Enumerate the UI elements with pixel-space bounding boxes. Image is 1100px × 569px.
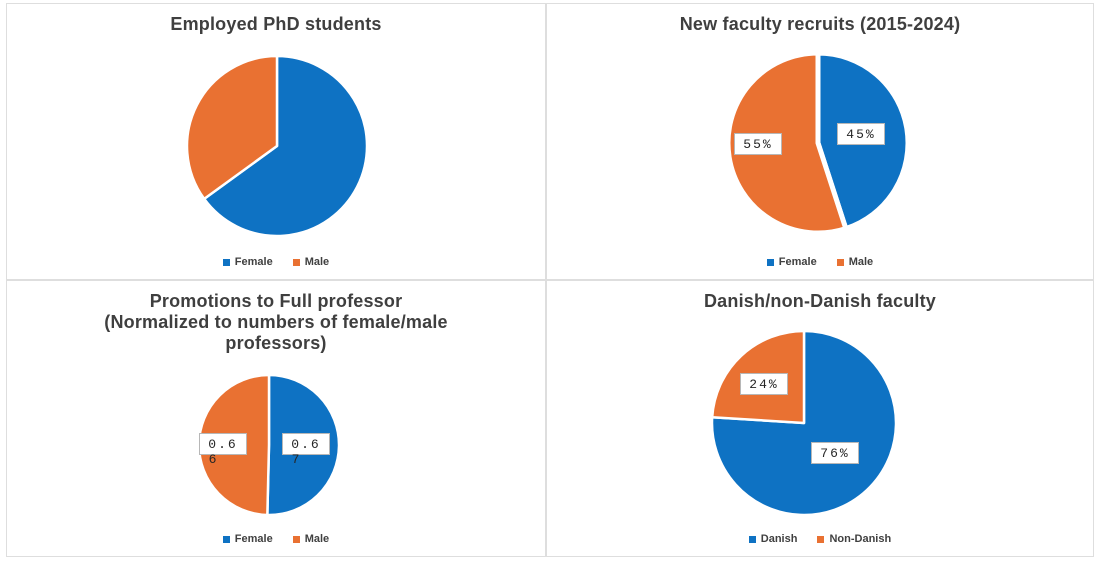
pie-slice-male — [185, 54, 279, 201]
legend-item-non-danish: Non-Danish — [817, 533, 891, 545]
legend-swatch-icon — [222, 536, 230, 543]
legend-item-female: Female — [766, 256, 817, 268]
legend-swatch-icon — [766, 259, 774, 266]
pie-slice-female — [266, 373, 341, 517]
pie-slice-male — [725, 50, 849, 236]
legend-label: Male — [848, 256, 874, 268]
panel-new-faculty-recruits: New faculty recruits (2015-2024) 45% 55% … — [546, 3, 1094, 280]
chart-legend: Female Male — [7, 533, 545, 545]
legend-label: Female — [778, 256, 817, 268]
pie-chart — [710, 329, 898, 517]
legend-label: Non-Danish — [829, 533, 892, 545]
chart-legend: Female Male — [547, 256, 1093, 268]
legend-label: Danish — [760, 533, 798, 545]
pie-slice-male — [197, 373, 271, 517]
pie-chart — [725, 50, 911, 236]
legend-label: Female — [234, 533, 273, 545]
legend-item-male: Male — [292, 533, 330, 545]
legend-swatch-icon — [817, 536, 825, 543]
chart-title: Employed PhD students — [170, 14, 382, 34]
chart-title: Danish/non-Danish faculty — [703, 291, 937, 311]
pie-slice-female — [202, 54, 369, 238]
legend-swatch-icon — [836, 259, 844, 266]
legend-label: Male — [304, 256, 330, 268]
pie-chart — [185, 54, 369, 238]
legend-item-danish: Danish — [748, 533, 798, 545]
panel-danish-non-danish-faculty: Danish/non-Danish faculty 76% 24% Danish … — [546, 280, 1094, 557]
legend-item-male: Male — [292, 256, 330, 268]
chart-legend: Danish Non-Danish — [547, 533, 1093, 545]
legend-swatch-icon — [748, 536, 756, 543]
legend-swatch-icon — [222, 259, 230, 266]
panel-employed-phd-students: Employed PhD students Female Male — [6, 3, 546, 280]
pie-slice-non-danish — [710, 329, 806, 425]
legend-label: Male — [304, 533, 330, 545]
chart-legend: Female Male — [7, 256, 545, 268]
chart-title: New faculty recruits (2015-2024) — [679, 14, 961, 34]
legend-item-female: Female — [222, 533, 273, 545]
legend-item-male: Male — [836, 256, 874, 268]
panel-promotions-full-professor: Promotions to Full professor (Normalized… — [6, 280, 546, 557]
legend-swatch-icon — [292, 536, 300, 543]
legend-item-female: Female — [222, 256, 273, 268]
chart-title: Promotions to Full professor (Normalized… — [104, 291, 448, 354]
legend-swatch-icon — [292, 259, 300, 266]
legend-label: Female — [234, 256, 273, 268]
